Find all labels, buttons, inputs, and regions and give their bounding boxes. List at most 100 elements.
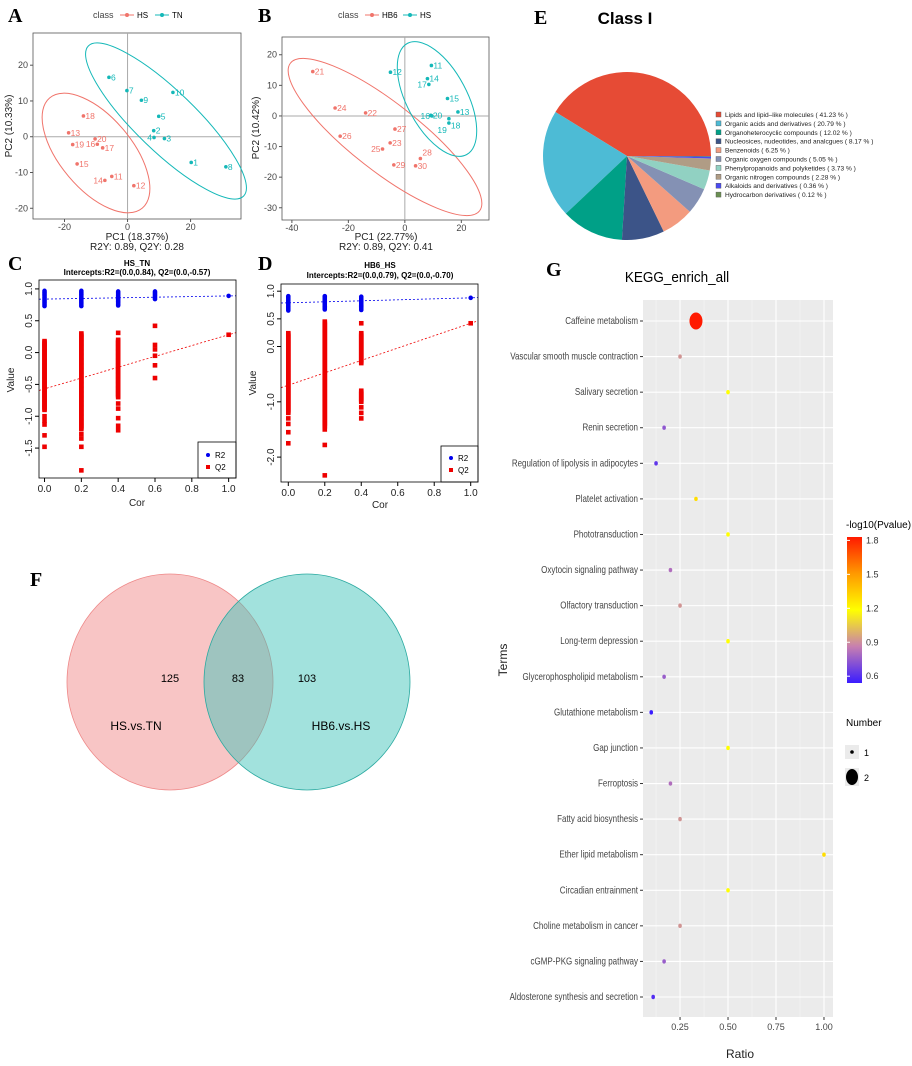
x-tick-label: 0.6 xyxy=(148,484,162,495)
y-axis-label: PC2 (10.42%) xyxy=(251,97,262,160)
term-label: Circadian entrainment xyxy=(560,884,639,895)
data-point xyxy=(156,114,161,119)
legend-d: R2 Q2 xyxy=(440,445,479,483)
term-label: Ether lipid metabolism xyxy=(559,849,638,860)
term-label-group: Fatty acid biosynthesis xyxy=(557,813,638,824)
pie-slice xyxy=(621,156,664,240)
venn-count-left: 125 xyxy=(161,673,179,685)
data-point-q2 xyxy=(115,401,121,406)
x-tick-label: 0.2 xyxy=(318,488,332,499)
bubble xyxy=(726,639,730,644)
data-point xyxy=(447,121,451,125)
term-label-group: Renin secretion xyxy=(582,422,638,433)
data-point-q2 xyxy=(79,444,84,450)
y-tick-label: 1.0 xyxy=(24,282,35,296)
legend-swatch xyxy=(715,165,722,171)
pie-slice xyxy=(627,156,711,157)
legend-label: Q2 xyxy=(458,466,469,475)
x-axis-label: Cor xyxy=(129,498,146,509)
data-point xyxy=(456,110,460,114)
data-point-q2 xyxy=(79,436,84,441)
data-point xyxy=(310,69,315,74)
term-label-group: Ether lipid metabolism xyxy=(559,849,638,860)
bubble xyxy=(694,496,698,502)
plot-frame xyxy=(280,283,479,483)
y-tick-label: 0 xyxy=(272,111,277,121)
data-point-q2 xyxy=(358,388,364,394)
data-point-q2 xyxy=(79,468,84,473)
term-label: Fatty acid biosynthesis xyxy=(557,813,638,824)
y-tick-label: -10 xyxy=(264,142,277,152)
point-label: 9 xyxy=(143,95,148,105)
term-label: Phototransduction xyxy=(574,529,638,540)
bubble xyxy=(726,389,730,395)
data-point-q2 xyxy=(285,440,291,446)
bubble xyxy=(662,674,666,679)
point-label: 21 xyxy=(315,67,325,77)
pie-slice xyxy=(627,156,711,159)
panel-label-d: D xyxy=(258,253,272,275)
legend-marker xyxy=(449,456,453,460)
legend-label: HS xyxy=(137,11,148,20)
data-point xyxy=(152,135,156,140)
legend-label: Organic nitrogen compounds ( 2.28 % ) xyxy=(725,174,840,181)
legend-label: TN xyxy=(172,11,183,20)
x-tick-label: 0 xyxy=(402,223,407,233)
regression-line-q2 xyxy=(280,320,479,389)
x-tick-label: -40 xyxy=(285,223,298,233)
data-point-q2 xyxy=(152,375,158,381)
bubble xyxy=(689,312,703,330)
legend-label: Phenylpropanoids and polyketides ( 3.73 … xyxy=(725,165,856,172)
y-axis-label: PC2 (10.33%) xyxy=(4,95,15,158)
point-label: 17 xyxy=(105,143,115,153)
legend-label: HB6 xyxy=(382,11,398,20)
point-label: 6 xyxy=(111,72,116,82)
legend-c: R2 Q2 xyxy=(197,441,237,479)
term-label-group: Oxytocin signaling pathway xyxy=(541,564,638,575)
colorbar-label: 1.8 xyxy=(866,535,879,545)
data-point xyxy=(393,127,397,131)
legend-marker xyxy=(160,13,164,17)
size-legend-label: 1 xyxy=(864,748,869,758)
data-point xyxy=(413,164,418,168)
data-point-q2 xyxy=(42,338,47,344)
point-label: 27 xyxy=(397,124,407,134)
point-label: 15 xyxy=(79,159,89,169)
legend-marker xyxy=(206,465,210,469)
bubble xyxy=(678,923,682,929)
confidence-ellipse xyxy=(41,92,151,214)
data-point xyxy=(103,178,107,183)
data-point-q2 xyxy=(322,442,328,448)
data-point-q2 xyxy=(285,330,291,336)
term-label-group: Aldosterone synthesis and secretion xyxy=(510,991,638,1002)
permutation-plot-c: 0.0 0.2 0.4 0.6 0.8 1.0 -1.5 -1.0 -0.5 0.0 0.5 1.0 xyxy=(24,279,237,495)
point-label: 13 xyxy=(460,107,470,117)
data-point-q2 xyxy=(152,353,158,359)
point-label: 8 xyxy=(228,162,233,172)
term-label-group: Gap junction xyxy=(593,742,638,753)
data-point-r2 xyxy=(152,289,158,294)
x-axis-label: PC1 (18.37%) xyxy=(106,232,169,243)
point-label: 29 xyxy=(396,160,406,170)
size-legend-title: Number xyxy=(846,718,882,729)
y-tick-label: -30 xyxy=(264,203,277,213)
data-point-q2 xyxy=(115,337,121,343)
bubble xyxy=(668,781,673,786)
term-label-group: cGMP-PKG signaling pathway xyxy=(530,956,638,967)
data-point xyxy=(100,146,105,150)
data-point-q2 xyxy=(285,429,291,435)
term-label-group: Caffeine metabolism xyxy=(565,315,638,326)
point-label: 23 xyxy=(392,138,402,148)
data-point xyxy=(75,162,79,166)
pie-chart: Lipids and lipid–like molecules ( 41.23 … xyxy=(543,71,873,240)
legend-marker xyxy=(206,453,210,457)
panel-label-c: C xyxy=(8,253,22,275)
data-point-r2 xyxy=(42,288,47,294)
confidence-ellipse xyxy=(85,42,247,200)
chart-title: KEGG_enrich_all xyxy=(625,269,729,286)
data-point-q2 xyxy=(322,473,328,478)
point-label: 1 xyxy=(193,157,198,167)
y-tick-label: 10 xyxy=(267,80,277,90)
data-point-q2 xyxy=(115,330,121,336)
legend-label: Organic acids and derivatives ( 20.79 % … xyxy=(725,121,846,128)
